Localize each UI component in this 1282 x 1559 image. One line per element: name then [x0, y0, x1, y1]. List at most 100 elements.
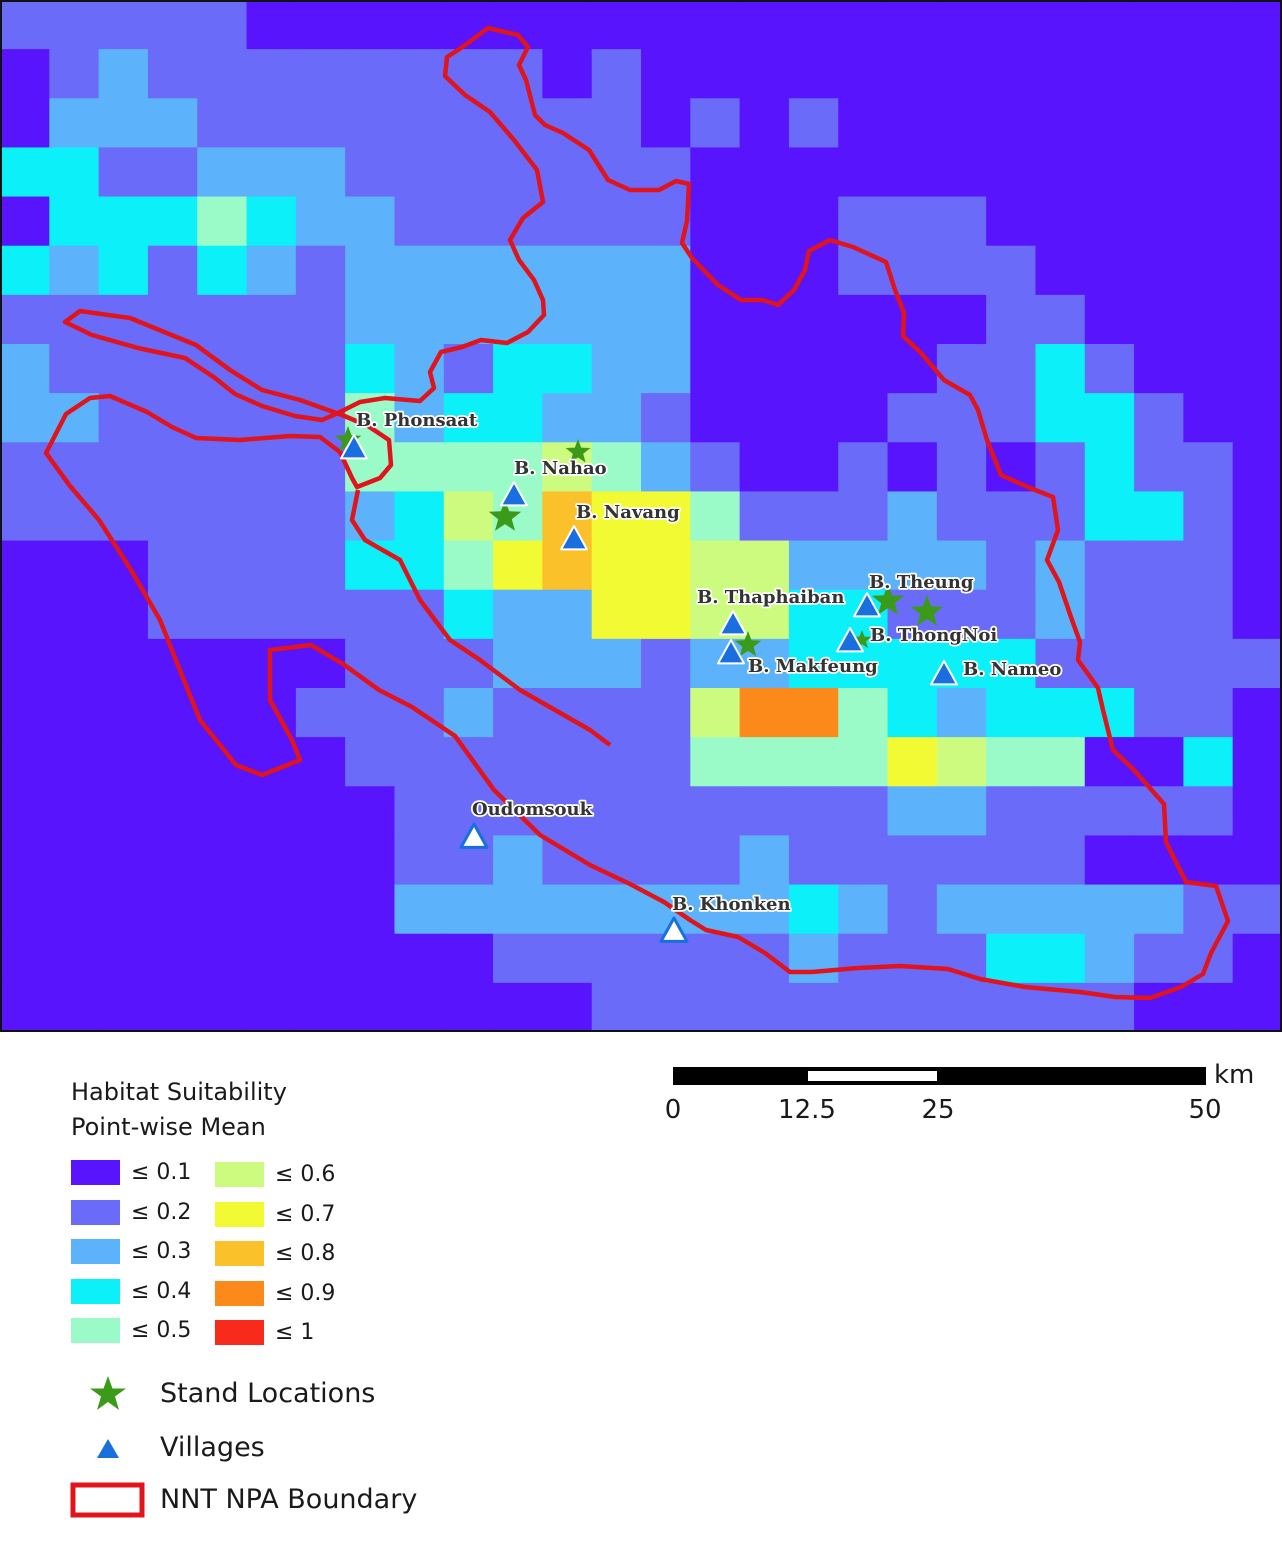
grid-cell	[443, 245, 494, 296]
grid-cell	[936, 49, 987, 99]
grid-cell	[690, 49, 741, 99]
grid-cell	[1232, 196, 1282, 247]
stand-location-star-icon	[565, 439, 591, 463]
grid-cell	[1183, 638, 1234, 689]
grid-cell	[1084, 245, 1135, 296]
grid-cell	[197, 688, 248, 738]
grid-cell	[739, 589, 790, 640]
grid-cell	[493, 0, 543, 50]
village-label: B. Nameo	[963, 659, 1061, 680]
scale-bar	[673, 1067, 1206, 1085]
grid-cell	[641, 786, 691, 837]
grid-cell	[49, 49, 100, 99]
grid-cell	[1134, 442, 1184, 493]
grid-cell	[394, 786, 445, 837]
grid-cell	[49, 835, 100, 886]
legend-village-label: Villages	[160, 1432, 265, 1463]
grid-cell	[986, 491, 1037, 542]
grid-cell	[1035, 933, 1086, 984]
grid-cell	[1134, 933, 1184, 984]
rectangle-outline-icon	[70, 1482, 145, 1518]
grid-cell	[394, 933, 445, 984]
grid-cell	[394, 737, 445, 787]
grid-cell	[98, 49, 149, 99]
grid-cell	[0, 638, 50, 689]
grid-cell	[986, 737, 1037, 787]
grid-cell	[887, 540, 938, 591]
legend-swatch	[71, 1278, 120, 1304]
grid-cell	[443, 442, 494, 493]
grid-cell	[0, 737, 50, 787]
grid-cell	[345, 786, 396, 837]
grid-cell	[542, 737, 593, 787]
legend-class-label: ≤ 0.8	[275, 1241, 336, 1267]
grid-cell	[1035, 98, 1086, 149]
grid-cell	[1084, 491, 1135, 542]
grid-cell	[345, 196, 396, 247]
grid-cell	[1084, 0, 1135, 50]
grid-cell	[1183, 98, 1234, 149]
grid-cell	[986, 294, 1037, 345]
grid-cell	[1183, 835, 1234, 886]
village-triangle-icon	[500, 481, 528, 507]
grid-cell	[1134, 540, 1184, 591]
grid-cell	[0, 540, 50, 591]
grid-cell	[1035, 884, 1086, 935]
legend-class-label: ≤ 1	[275, 1320, 315, 1346]
grid-cell	[49, 344, 100, 394]
grid-cell	[98, 196, 149, 247]
grid-cell	[1134, 196, 1184, 247]
grid-cell	[986, 245, 1037, 296]
grid-cell	[345, 933, 396, 984]
grid-cell	[542, 393, 593, 443]
triangle-icon	[97, 1439, 119, 1458]
grid-cell	[1232, 49, 1282, 99]
grid-cell	[147, 786, 198, 837]
grid-cell	[986, 98, 1037, 149]
grid-cell	[246, 933, 297, 984]
grid-cell	[49, 245, 100, 296]
grid-cell	[147, 982, 198, 1032]
grid-cell	[739, 884, 790, 935]
grid-cell	[986, 638, 1037, 689]
stand-location-star-icon	[871, 584, 905, 615]
grid-cell	[591, 982, 642, 1032]
grid-cell	[936, 835, 987, 886]
grid-cell	[345, 540, 396, 591]
grid-cell	[197, 982, 248, 1032]
grid-cell	[838, 0, 889, 50]
grid-cell	[1084, 835, 1135, 886]
grid-cell	[887, 344, 938, 394]
grid-cell	[838, 982, 889, 1032]
grid-cell	[49, 688, 100, 738]
grid-cell	[295, 491, 346, 542]
grid-cell	[493, 344, 543, 394]
grid-cell	[1134, 98, 1184, 149]
grid-cell	[936, 442, 987, 493]
scale-tick-label: 25	[921, 1095, 955, 1125]
grid-cell	[788, 589, 839, 640]
grid-cell	[739, 835, 790, 886]
grid-cell	[1183, 589, 1234, 640]
grid-cell	[1084, 147, 1135, 198]
legend-title-line1: Habitat Suitability	[71, 1078, 287, 1106]
grid-cell	[838, 442, 889, 493]
grid-cell	[147, 933, 198, 984]
grid-cell	[1084, 786, 1135, 837]
grid-cell	[788, 442, 839, 493]
village-label: B. Navang	[576, 502, 680, 523]
scale-unit-label: km	[1214, 1060, 1255, 1090]
star-icon	[90, 1376, 126, 1410]
grid-cell	[838, 344, 889, 394]
grid-cell	[542, 884, 593, 935]
grid-cell	[887, 294, 938, 345]
grid-cell	[0, 982, 50, 1032]
grid-cell	[493, 442, 543, 493]
grid-cell	[197, 835, 248, 886]
grid-cell	[838, 835, 889, 886]
grid-cell	[1035, 344, 1086, 394]
grid-cell	[0, 0, 50, 50]
grid-cell	[641, 491, 691, 542]
village-label: Oudomsouk	[472, 799, 593, 820]
grid-cell	[542, 688, 593, 738]
